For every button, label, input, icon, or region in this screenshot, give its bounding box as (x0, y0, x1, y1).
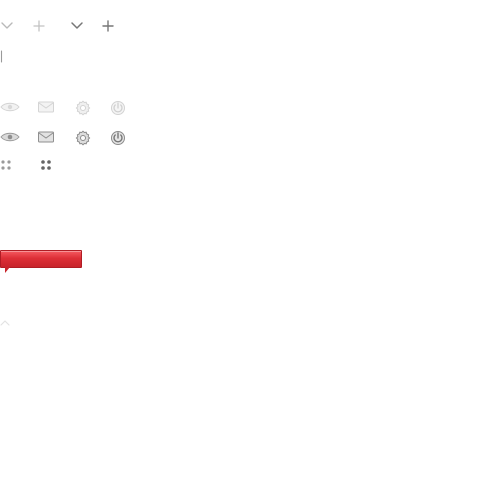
chevron-down-icon (70, 18, 86, 34)
vertical-line-icon (0, 49, 4, 65)
eye-icon (0, 129, 20, 145)
eye-icon (0, 99, 20, 115)
caret-up-icon (0, 318, 14, 328)
mail-icon (37, 99, 55, 115)
chevron-down-icon (0, 18, 16, 34)
plus-icon (31, 18, 47, 34)
plus-icon (100, 18, 116, 34)
grip-icon (40, 159, 54, 173)
red-callout-banner (0, 250, 84, 274)
power-icon (109, 99, 127, 117)
callout-tail (5, 267, 15, 273)
callout-body (0, 250, 82, 268)
gear-icon (74, 129, 92, 147)
power-icon (109, 129, 127, 147)
mail-icon (37, 129, 55, 145)
gear-icon (74, 99, 92, 117)
grip-icon (0, 159, 14, 173)
